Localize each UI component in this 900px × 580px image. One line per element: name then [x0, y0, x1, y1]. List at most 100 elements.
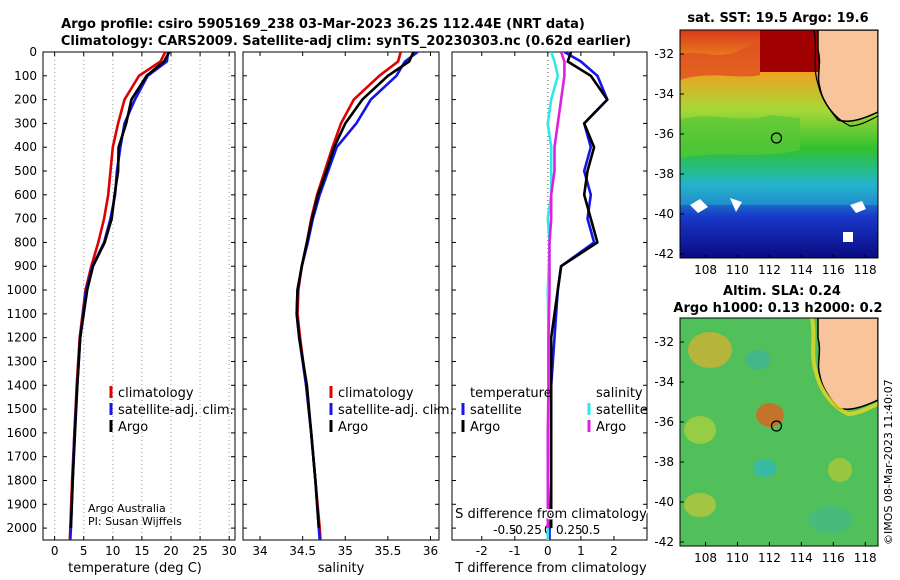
lat-tick-label: -40 — [654, 207, 674, 221]
x-tick-label-0: 0 — [544, 544, 552, 558]
lon-tick-label: 112 — [758, 263, 781, 277]
legend-title-salinity: salinity — [596, 386, 643, 401]
x-tick-label-1: 1 — [577, 544, 585, 558]
lon-tick-label: 110 — [726, 551, 749, 565]
legend-label-satellite: satellite-adj. clim. — [118, 403, 234, 418]
x-tick-label-35-5: 35.5 — [375, 544, 402, 558]
x-tick-label-20: 20 — [163, 544, 178, 558]
temperature-legend: climatology satellite-adj. clim. Argo — [109, 386, 234, 435]
x-tick-label-5: 5 — [80, 544, 88, 558]
depth-tick-label: 400 — [14, 140, 37, 154]
temperature-panel: 0100200300400500600700800900100011001200… — [6, 45, 236, 576]
x-tick-label-36: 36 — [423, 544, 438, 558]
lat-tick-label: -36 — [654, 415, 674, 429]
sst-map-panel: sat. SST: 19.5 Argo: 19.6 -32 -34 -36 -38 -4… — [654, 11, 879, 277]
difference-legend: temperature salinity satellite Argo sate… — [461, 386, 648, 435]
lon-tick-label: 116 — [822, 263, 845, 277]
depth-tick-label: 500 — [14, 164, 37, 178]
depth-tick-label: 1800 — [6, 473, 37, 487]
x-tick-label-25: 25 — [192, 544, 207, 558]
legend-label-argo: Argo — [118, 420, 148, 435]
x-tick-label-1: -1 — [509, 544, 521, 558]
depth-tick-label: 200 — [14, 93, 37, 107]
depth-tick-label: 1300 — [6, 354, 37, 368]
s-diff-tick-label: 0.5 — [581, 523, 600, 537]
sla-map-panel: Altim. SLA: 0.24 Argo h1000: 0.13 h2000:… — [654, 284, 882, 565]
depth-tick-label: 300 — [14, 116, 37, 130]
x-tick-label-2: -2 — [476, 544, 488, 558]
s-diff-tick-label: -0.25 — [511, 523, 542, 537]
depth-tick-label: 1400 — [6, 378, 37, 392]
lat-tick-label: -42 — [654, 535, 674, 549]
depth-tick-label: 100 — [14, 69, 37, 83]
lat-tick-label: -36 — [654, 127, 674, 141]
series-line-s-argo — [546, 52, 566, 529]
sla-field — [680, 318, 878, 546]
lat-tick-label: -34 — [654, 375, 674, 389]
legend-label-s-argo: Argo — [596, 420, 626, 435]
depth-tick-label: 1200 — [6, 331, 37, 345]
lat-tick-label: -38 — [654, 167, 674, 181]
x-tick-label-10: 10 — [105, 544, 120, 558]
salinity-xlabel: salinity — [318, 561, 365, 576]
series-line-t-argo — [549, 52, 609, 529]
depth-tick-label: 0 — [29, 45, 37, 59]
x-tick-label-0: 0 — [51, 544, 59, 558]
legend-label-t-argo: Argo — [470, 420, 500, 435]
sst-field — [680, 30, 878, 258]
s-diff-tick-label: 0.25 — [556, 523, 583, 537]
salinity-panel: 34 34.5 35 35.5 36 salinity climatology sate… — [242, 51, 454, 576]
argo-float-marker-sla — [770, 420, 783, 432]
figure-title-line1: Argo profile: csiro 5905169_238 03-Mar-2… — [61, 17, 585, 32]
x-tick-label-2: 2 — [610, 544, 618, 558]
x-tick-label-30: 30 — [222, 544, 237, 558]
legend-label-argo: Argo — [338, 420, 368, 435]
series-line-argo — [295, 52, 415, 529]
legend-title-temperature: temperature — [470, 386, 552, 401]
legend-label-climatology: climatology — [118, 386, 194, 401]
lat-tick-label: -32 — [654, 335, 674, 349]
x-tick-label-34-5: 34.5 — [289, 544, 316, 558]
legend-label-t-satellite: satellite — [470, 403, 522, 418]
salinity-legend: climatology satellite-adj. clim. Argo — [329, 386, 454, 435]
lat-tick-label: -32 — [654, 47, 674, 61]
credit-line1: Argo Australia — [88, 502, 166, 515]
lon-tick-label: 110 — [726, 263, 749, 277]
s-difference-xlabel: S difference from climatology — [455, 507, 647, 522]
lon-tick-label: 114 — [790, 263, 813, 277]
depth-tick-label: 1600 — [6, 426, 37, 440]
depth-tick-label: 1100 — [6, 307, 37, 321]
temperature-xlabel: temperature (deg C) — [68, 561, 202, 576]
sla-map-title-line2: Argo h1000: 0.13 h2000: 0.2 — [673, 301, 882, 316]
sst-map-frame — [679, 29, 879, 259]
lon-tick-label: 108 — [694, 551, 717, 565]
depth-tick-label: 600 — [14, 188, 37, 202]
lon-tick-label: 118 — [854, 551, 877, 565]
depth-tick-label: 1500 — [6, 402, 37, 416]
s-diff-tick-label: -0.5 — [493, 523, 516, 537]
lat-tick-label: -40 — [654, 495, 674, 509]
lon-tick-label: 114 — [790, 551, 813, 565]
sst-map-title: sat. SST: 19.5 Argo: 19.6 — [687, 11, 868, 26]
t-difference-xlabel: T difference from climatology — [454, 561, 647, 576]
depth-tick-label: 2000 — [6, 521, 37, 535]
depth-tick-label: 1700 — [6, 450, 37, 464]
x-tick-label-15: 15 — [134, 544, 149, 558]
argo-float-marker-sst — [770, 132, 783, 144]
lon-tick-label: 112 — [758, 551, 781, 565]
imos-watermark: ©IMOS 08-Mar-2023 11:40:07 — [882, 379, 895, 545]
credit-line2: PI: Susan Wijffels — [88, 515, 182, 528]
legend-label-climatology: climatology — [338, 386, 414, 401]
sla-map-title-line1: Altim. SLA: 0.24 — [723, 284, 841, 299]
sla-map-frame — [679, 317, 879, 547]
difference-panel: -2 -1 0 1 2-0.5-0.25 0 0.250.5 temperature sal… — [451, 51, 649, 576]
depth-tick-label: 700 — [14, 212, 37, 226]
lon-tick-label: 118 — [854, 263, 877, 277]
x-tick-label-34: 34 — [252, 544, 267, 558]
depth-tick-label: 800 — [14, 235, 37, 249]
legend-label-satellite: satellite-adj. clim. — [338, 403, 454, 418]
lon-tick-label: 108 — [694, 263, 717, 277]
lat-tick-label: -38 — [654, 455, 674, 469]
figure-title-line2: Climatology: CARS2009. Satellite-adj cli… — [61, 34, 631, 49]
x-tick-label-35: 35 — [338, 544, 353, 558]
